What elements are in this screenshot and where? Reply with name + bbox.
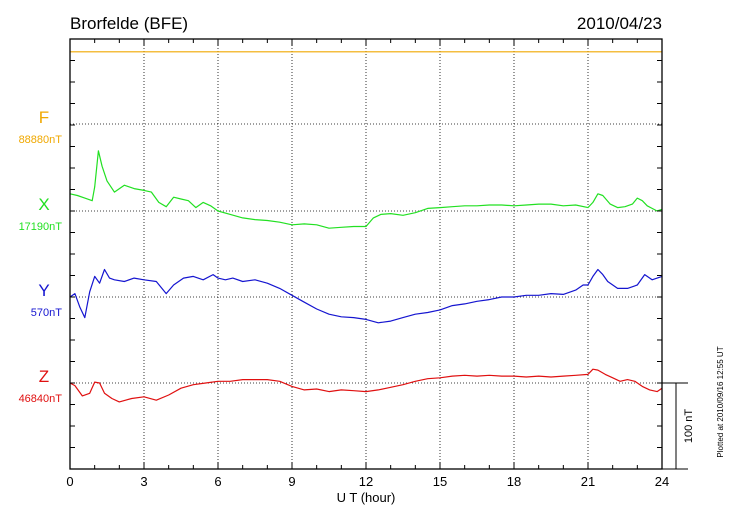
x-tick-label: 12 xyxy=(359,474,373,489)
plot-frame xyxy=(69,38,663,470)
x-tick-label: 24 xyxy=(655,474,669,489)
series-line-x xyxy=(69,150,663,229)
x-ticks: 0 3 6 9 12 15 18 21 24 xyxy=(66,39,669,489)
plotted-note: Plotted at 2010/09/16 12:55 UT xyxy=(716,346,725,457)
series-line-y xyxy=(69,268,663,324)
series-label-y: Y xyxy=(38,281,49,300)
x-tick-label: 18 xyxy=(507,474,521,489)
y-ticks xyxy=(70,60,662,448)
series-baseline-x: 17190nT xyxy=(19,221,63,233)
x-tick-label: 6 xyxy=(214,474,221,489)
series-label-x: X xyxy=(38,195,49,214)
x-tick-label: 15 xyxy=(433,474,447,489)
scale-bar: 100 nT xyxy=(662,382,695,470)
grid xyxy=(70,39,662,469)
series-line-z xyxy=(69,368,663,403)
series-label-f: F xyxy=(39,108,49,127)
x-tick-label: 21 xyxy=(581,474,595,489)
series-labels: F 88880nT X 17190nT Y 570nT Z 46840nT xyxy=(19,108,63,405)
series-baseline-f: 88880nT xyxy=(19,134,63,146)
x-tick-label: 3 xyxy=(140,474,147,489)
x-tick-label: 9 xyxy=(288,474,295,489)
scale-bar-label: 100 nT xyxy=(683,409,695,444)
chart-title: Brorfelde (BFE) xyxy=(70,14,188,33)
series-baseline-z: 46840nT xyxy=(19,393,63,405)
x-axis-label: U T (hour) xyxy=(337,490,396,505)
series-baseline-y: 570nT xyxy=(31,307,62,319)
x-tick-label: 0 xyxy=(66,474,73,489)
series-label-z: Z xyxy=(39,367,49,386)
chart-date: 2010/04/23 xyxy=(577,14,662,33)
series-lines xyxy=(69,51,663,403)
